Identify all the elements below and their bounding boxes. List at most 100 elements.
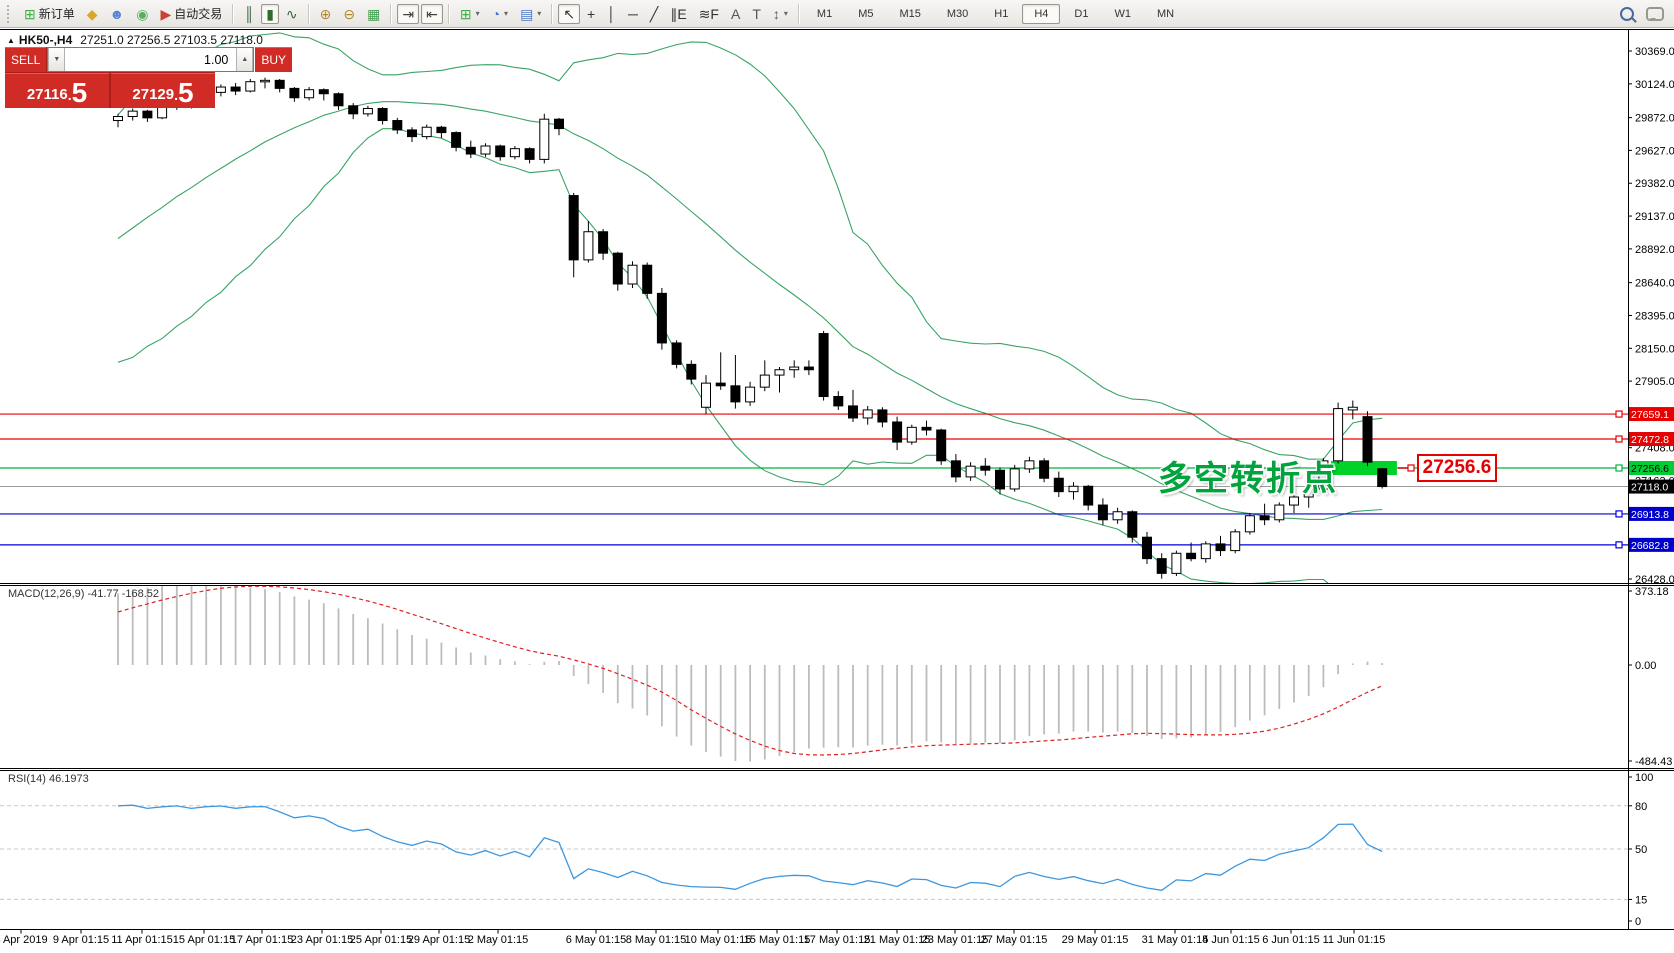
svg-text:29872.0: 29872.0 (1635, 113, 1674, 125)
zoom-out-icon: ⊖ (343, 5, 356, 22)
trendline-button[interactable]: ╱ (645, 4, 663, 24)
svg-text:30124.0: 30124.0 (1635, 79, 1674, 91)
svg-text:31 May 01:15: 31 May 01:15 (1142, 934, 1209, 946)
chart-annotation-text[interactable]: 多空转折点 (1158, 460, 1338, 498)
templates-button[interactable]: ▤ ▾ (515, 4, 546, 24)
svg-text:23 Apr 01:15: 23 Apr 01:15 (291, 934, 353, 946)
tf-w1-button-label: W1 (1114, 7, 1131, 20)
text-button[interactable]: A (726, 4, 745, 24)
volume-increase-button[interactable]: ▲ (236, 48, 254, 71)
axis-price-chip (1629, 537, 1674, 552)
tf-h1-button[interactable]: H1 (982, 4, 1020, 24)
collapse-panel-icon[interactable]: ▲ (7, 36, 15, 45)
price-callout-box[interactable]: 27256.6 (1417, 454, 1497, 482)
horizontal-line-button[interactable]: ─ (623, 4, 643, 24)
svg-text:27256.6: 27256.6 (1631, 463, 1669, 475)
chart-window-button[interactable]: ◆ (82, 4, 103, 24)
svg-text:8 May 01:15: 8 May 01:15 (626, 934, 687, 946)
cursor-icon: ↖ (563, 5, 576, 22)
tf-m5-button[interactable]: M5 (846, 4, 885, 24)
chat-icon (1646, 6, 1664, 21)
one-click-trading-panel: SELL ▼ ▲ BUY 27116.5 27129.5 (5, 47, 293, 108)
svg-text:10 May 01:15: 10 May 01:15 (685, 934, 752, 946)
price-line-27472.8[interactable] (0, 435, 1628, 443)
horizontal-line-icon: ─ (627, 5, 638, 22)
sell-price-pips: 5 (71, 77, 88, 109)
tf-m1-button[interactable]: M1 (805, 4, 844, 24)
price-line-26682.8[interactable] (0, 541, 1628, 549)
tf-d1-button[interactable]: D1 (1062, 4, 1100, 24)
zoom-in-icon: ⊕ (319, 5, 332, 22)
fibonacci-button[interactable]: ≋F (694, 4, 724, 24)
tile-windows-icon: ▦ (367, 5, 381, 22)
axis-price-chip (1629, 479, 1674, 494)
new-order-button[interactable]: ⊞ 新订单 (19, 4, 80, 24)
arrows-button[interactable]: ↕ ▾ (768, 4, 793, 24)
price-line-26913.8[interactable] (0, 510, 1628, 518)
equidistant-channel-icon: ∥E (670, 5, 687, 22)
autotrading-button[interactable]: ▶ 自动交易 (155, 4, 227, 24)
zoom-in-button[interactable]: ⊕ (315, 4, 337, 24)
price-line-27659.1[interactable] (0, 410, 1628, 418)
tile-windows-button[interactable]: ▦ (362, 4, 385, 24)
svg-text:29627.0: 29627.0 (1635, 145, 1674, 157)
svg-text:28395.0: 28395.0 (1635, 310, 1674, 322)
svg-text:29 Apr 01:15: 29 Apr 01:15 (408, 934, 470, 946)
chevron-down-icon: ▾ (504, 9, 509, 18)
new-chart-button[interactable]: ⊞ ▾ (455, 4, 485, 24)
svg-text:25 Apr 01:15: 25 Apr 01:15 (350, 934, 412, 946)
line-chart-button[interactable]: ∿ (281, 4, 303, 24)
svg-text:27905.0: 27905.0 (1635, 376, 1674, 388)
sell-price-button[interactable]: 27116. 5 (5, 73, 109, 108)
candles (113, 77, 1388, 579)
cursor-button[interactable]: ↖ (558, 3, 581, 24)
bar-chart-button[interactable]: ║ (239, 4, 259, 24)
toolbar-drag-handle[interactable] (7, 4, 15, 23)
crosshair-icon: + (587, 5, 596, 22)
chart-shift-button[interactable]: ⇤ (421, 3, 443, 24)
zoom-out-button[interactable]: ⊖ (338, 4, 360, 24)
volume-decrease-button[interactable]: ▼ (48, 48, 66, 71)
signals-button[interactable]: ◉ (131, 4, 153, 24)
chart-window-icon: ◆ (86, 5, 98, 22)
chart-title: ▲ HK50-,H4 27251.0 27256.5 27103.5 27118.0 (7, 33, 263, 47)
search-button[interactable] (1615, 4, 1639, 24)
buy-button[interactable]: BUY (255, 47, 293, 72)
svg-text:11 Jun 01:15: 11 Jun 01:15 (1323, 934, 1386, 946)
svg-text:50: 50 (1635, 844, 1647, 856)
crosshair-button[interactable]: + (582, 4, 600, 24)
text-label-button[interactable]: T (747, 4, 766, 24)
tf-w1-button[interactable]: W1 (1102, 4, 1143, 24)
tf-mn-button[interactable]: MN (1145, 4, 1186, 24)
search-icon (1620, 6, 1634, 21)
callout-anchor (1407, 464, 1415, 472)
rsi-label: RSI(14) 46.1973 (8, 773, 89, 785)
chevron-down-icon: ▾ (537, 9, 542, 18)
chat-button[interactable] (1641, 4, 1669, 24)
community-button[interactable]: ☻ (105, 4, 130, 24)
axis-price-chip (1629, 407, 1674, 422)
tf-h4-button-label: H4 (1034, 7, 1049, 20)
vertical-line-button[interactable]: │ (602, 4, 621, 24)
signals-icon: ◉ (136, 5, 149, 22)
tf-m15-button[interactable]: M15 (887, 4, 932, 24)
toolbar-separator (551, 3, 554, 24)
volume-input[interactable] (65, 48, 237, 71)
autoscroll-button[interactable]: ⇥ (397, 3, 420, 24)
svg-text:27118.0: 27118.0 (1631, 482, 1668, 494)
autotrading-icon: ▶ (160, 5, 172, 22)
autoscroll-icon: ⇥ (402, 5, 415, 22)
templates-icon: ▤ (520, 5, 534, 22)
buy-price-button[interactable]: 27129. 5 (111, 73, 215, 108)
tf-m30-button[interactable]: M30 (935, 4, 980, 24)
tf-h4-button[interactable]: H4 (1022, 3, 1061, 24)
equidistant-channel-button[interactable]: ∥E (665, 4, 691, 24)
profiles-button[interactable]: ◔ ▾ (487, 4, 513, 24)
macd-signal-line (117, 585, 1383, 756)
sell-button[interactable]: SELL (5, 47, 47, 72)
candlestick-chart-button[interactable]: ▮ (261, 3, 279, 24)
chart-shift-icon: ⇤ (426, 5, 438, 22)
svg-text:100: 100 (1635, 772, 1653, 784)
